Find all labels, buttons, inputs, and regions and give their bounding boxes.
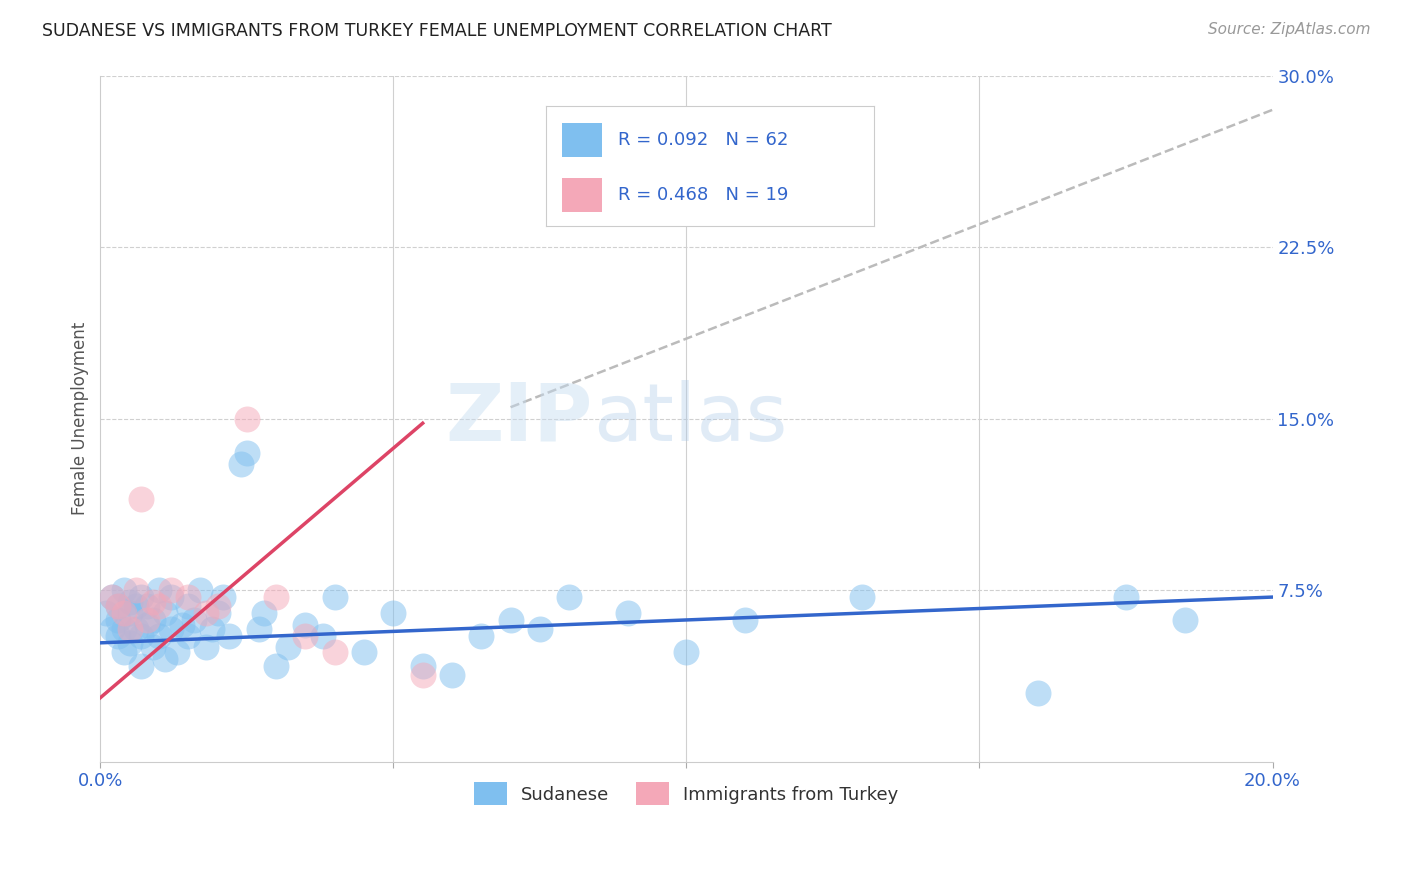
Point (112, 606, 135, 620)
Point (107, 629, 129, 643)
Point (264, 590, 287, 604)
Point (118, 636, 141, 650)
Point (558, 590, 581, 604)
Point (529, 622, 551, 636)
Point (142, 594, 165, 608)
Point (201, 622, 224, 636)
Point (112, 645, 135, 659)
Point (136, 599, 159, 614)
Point (218, 629, 240, 643)
Point (101, 590, 124, 604)
Text: SUDANESE VS IMMIGRANTS FROM TURKEY FEMALE UNEMPLOYMENT CORRELATION CHART: SUDANESE VS IMMIGRANTS FROM TURKEY FEMAL… (42, 22, 832, 40)
Point (194, 640, 217, 655)
Point (1115, 590, 1137, 604)
Point (131, 491, 153, 506)
Point (177, 590, 200, 604)
Point (112, 622, 135, 636)
Point (107, 613, 129, 627)
Point (277, 640, 299, 655)
Point (159, 622, 181, 636)
Point (153, 652, 176, 666)
Point (131, 629, 153, 643)
Point (118, 606, 141, 620)
Text: Source: ZipAtlas.com: Source: ZipAtlas.com (1208, 22, 1371, 37)
Point (675, 645, 697, 659)
Point (188, 583, 211, 598)
Point (124, 599, 146, 614)
Point (118, 622, 141, 636)
Text: ZIP: ZIP (446, 380, 593, 458)
Point (207, 606, 229, 620)
Text: atlas: atlas (593, 380, 787, 458)
Point (96, 606, 118, 620)
Point (236, 411, 259, 425)
Point (177, 629, 200, 643)
Point (253, 606, 276, 620)
Point (153, 606, 176, 620)
Point (212, 590, 235, 604)
Point (734, 613, 756, 627)
Point (131, 658, 153, 673)
Point (412, 668, 434, 682)
Point (124, 622, 146, 636)
Point (142, 640, 165, 655)
Point (159, 583, 181, 598)
Point (142, 613, 165, 627)
Y-axis label: Female Unemployment: Female Unemployment (72, 322, 89, 516)
Point (107, 599, 129, 614)
Point (136, 613, 159, 627)
Point (264, 658, 287, 673)
Point (470, 629, 492, 643)
Point (323, 645, 346, 659)
Point (183, 613, 205, 627)
Point (172, 617, 194, 632)
Point (118, 594, 141, 608)
Point (101, 590, 124, 604)
Point (412, 658, 434, 673)
Point (323, 590, 346, 604)
Point (159, 590, 181, 604)
Point (382, 606, 405, 620)
Point (1174, 613, 1197, 627)
Point (148, 599, 170, 614)
Point (136, 617, 159, 632)
Point (101, 622, 124, 636)
Point (124, 583, 146, 598)
Point (236, 446, 259, 460)
Point (148, 629, 170, 643)
Point (112, 583, 135, 598)
Point (229, 458, 252, 472)
Point (851, 590, 873, 604)
Point (294, 629, 316, 643)
Point (294, 617, 316, 632)
Point (177, 599, 200, 614)
Point (247, 622, 270, 636)
Point (1026, 686, 1049, 700)
Point (312, 629, 335, 643)
Point (148, 583, 170, 598)
Point (440, 668, 463, 682)
Point (207, 599, 229, 614)
Point (194, 606, 217, 620)
Point (617, 606, 640, 620)
Point (353, 645, 375, 659)
Legend: Sudanese, Immigrants from Turkey: Sudanese, Immigrants from Turkey (465, 773, 908, 814)
Point (499, 613, 522, 627)
Point (166, 645, 188, 659)
Point (558, 183, 581, 197)
Point (107, 599, 129, 614)
Point (131, 590, 153, 604)
